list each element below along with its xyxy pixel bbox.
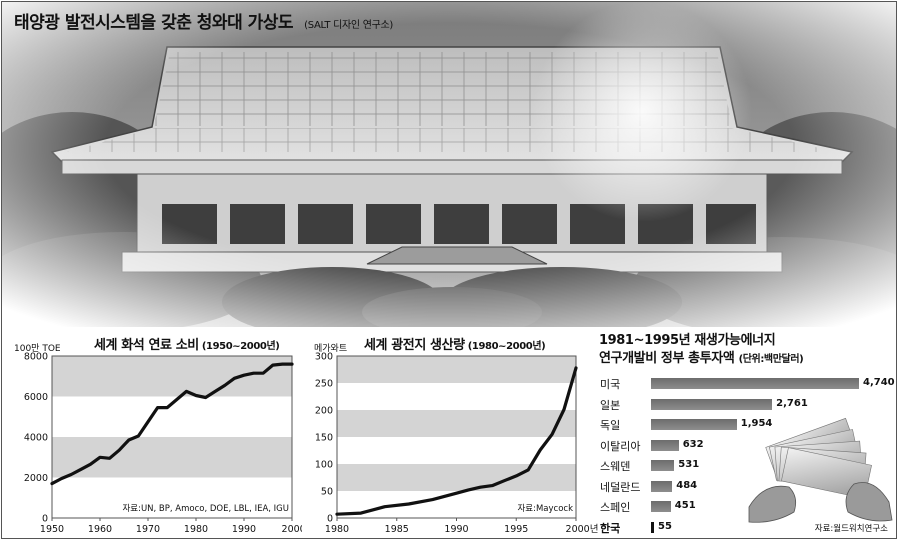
- title-text: 태양광 발전시스템을 갖춘 청와대 가상도: [14, 13, 294, 33]
- fossil-fuel-line-chart: 0 2000 4000 6000 8000 1950 1960 1970 1980 1990 200…: [24, 352, 302, 536]
- chart1-title: 세계 화석 연료 소비 (1950~2000년): [94, 334, 280, 353]
- bar-category-label: 스페인: [600, 501, 631, 514]
- x-tick-label: 1960: [88, 524, 112, 535]
- bar-value-label: 632: [682, 438, 704, 450]
- bar-row: 이탈리아 632: [600, 436, 896, 454]
- bar-row: 미국 4,740: [600, 374, 896, 392]
- series-line: [335, 366, 578, 516]
- bar-category-label: 네덜란드: [600, 480, 641, 494]
- bar-row: 네덜란드 484: [600, 477, 896, 495]
- grid-band: [52, 437, 292, 478]
- chart3-source: 자료:월드워치연구소: [814, 524, 888, 534]
- chart2-subtitle: (1980~2000년): [467, 341, 546, 352]
- bar: [651, 501, 671, 512]
- x-tick-label: 1985: [385, 524, 409, 535]
- bar-category-label: 한국: [600, 521, 621, 535]
- bar-value-label: 451: [674, 500, 696, 511]
- blue-house-illustration: [2, 2, 896, 327]
- main-title: 태양광 발전시스템을 갖춘 청와대 가상도 (SALT 디자인 연구소): [14, 8, 393, 33]
- x-tick-label: 1995: [504, 524, 528, 535]
- y-tick-label: 100: [315, 460, 333, 471]
- y-tick-label: 0: [327, 514, 333, 525]
- bar-row: 독일 1,954: [600, 415, 896, 433]
- series-line: [50, 362, 294, 486]
- bar-value-label: 55: [658, 520, 672, 532]
- x-tick-label: 1950: [40, 524, 64, 535]
- bar-row: 스페인 451: [600, 497, 896, 515]
- title-credit: (SALT 디자인 연구소): [304, 20, 393, 31]
- y-tick-label: 6000: [24, 392, 48, 403]
- chart2-ylabel: 메가와트: [314, 344, 348, 354]
- bar-category-label: 독일: [600, 419, 621, 432]
- y-tick-label: 200: [315, 406, 333, 417]
- chart2-title-text: 세계 광전지 생산량: [364, 338, 465, 353]
- y-tick-label: 250: [315, 379, 333, 390]
- bar-category-label: 이탈리아: [600, 439, 641, 453]
- bar: [651, 419, 737, 430]
- x-tick-label: 1980: [184, 524, 208, 535]
- y-tick-label: 8000: [24, 352, 48, 363]
- bar: [651, 398, 773, 410]
- bar: [651, 439, 679, 451]
- bar-category-label: 스웨덴: [600, 460, 631, 473]
- bar-row: 스웨덴 531: [600, 456, 896, 474]
- x-tick-label: 2000년: [282, 524, 302, 535]
- grid-band: [52, 356, 292, 397]
- bar-row: 한국 55: [600, 518, 896, 536]
- money-in-hands-illustration: [748, 417, 893, 523]
- chart-source: 자료:Maycock: [517, 504, 573, 514]
- y-tick-label: 300: [315, 352, 333, 363]
- x-tick-label: 1990: [444, 524, 468, 535]
- chart3-unit: (단위:백만달러): [738, 354, 804, 365]
- y-tick-label: 4000: [24, 433, 48, 444]
- plot-area-border: [51, 355, 293, 519]
- bar-value-label: 531: [678, 459, 700, 470]
- y-tick-label: 50: [321, 487, 333, 498]
- y-tick-label: 0: [42, 514, 48, 525]
- bar-category-label: 일본: [600, 398, 621, 412]
- x-tick-label: 1990: [232, 524, 256, 535]
- y-tick-label: 2000: [24, 473, 48, 484]
- grid-band: [337, 464, 576, 491]
- y-tick-label: 150: [315, 433, 333, 444]
- bar-value-label: 4,740: [863, 377, 895, 388]
- chart1-ylabel: 100만 TOE: [14, 344, 61, 354]
- grid-band: [337, 383, 576, 410]
- grid-band: [337, 410, 576, 437]
- bar-row: 일본 2,761: [600, 395, 896, 413]
- bar: [651, 378, 859, 389]
- grid-band: [337, 491, 576, 518]
- bar-category-label: 미국: [600, 378, 621, 391]
- chart1-title-text: 세계 화석 연료 소비: [94, 338, 199, 353]
- chart-source: 자료:UN, BP, Amoco, DOE, LBL, IEA, IGU: [122, 504, 289, 514]
- bar-value-label: 2,761: [776, 397, 808, 409]
- chart3-title: 1981~1995년 재생가능에너지 연구개발비 정부 총투자액 (단위:백만달…: [599, 332, 804, 369]
- chart3-title-line2: 연구개발비 정부 총투자액: [599, 351, 735, 366]
- chart2-title: 세계 광전지 생산량 (1980~2000년): [364, 334, 546, 353]
- bar: [651, 460, 675, 471]
- x-tick-label: 1980: [325, 524, 349, 535]
- bar: [651, 480, 673, 492]
- bar: [651, 521, 654, 533]
- chart1-subtitle: (1950~2000년): [201, 341, 280, 352]
- chart3-title-line1: 1981~1995년 재생가능에너지: [599, 333, 776, 348]
- photovoltaic-line-chart: 0 50 100 150 200 250 300 1980 1985 1990 1995 2000년 자…: [315, 352, 598, 536]
- bar-value-label: 484: [676, 479, 698, 491]
- grid-band: [52, 477, 292, 518]
- grid-band: [337, 356, 576, 383]
- x-tick-label: 1970: [136, 524, 160, 535]
- x-tick-label: 2000년: [566, 524, 598, 535]
- bar-value-label: 1,954: [740, 418, 773, 429]
